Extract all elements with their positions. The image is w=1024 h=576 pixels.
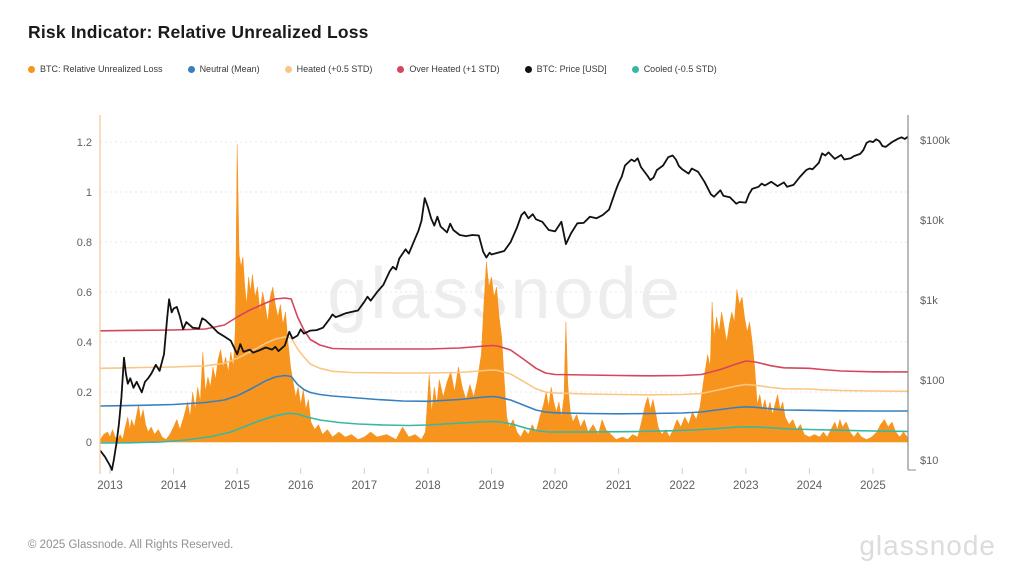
x-axis-label: 2014 [161, 480, 187, 492]
y-right-axis-label: $1k [920, 295, 938, 307]
legend-item-label: Neutral (Mean) [199, 64, 260, 74]
y-right-axis-label: $10k [920, 215, 944, 227]
x-axis-label: 2013 [97, 480, 123, 492]
legend-item-3[interactable]: Over Heated (+1 STD) [397, 64, 500, 74]
legend-item-4[interactable]: BTC: Price [USD] [524, 64, 607, 74]
legend-dot-icon [631, 65, 639, 73]
legend-dot-icon [524, 65, 532, 73]
legend-dot-icon [28, 65, 35, 73]
series-layer [100, 135, 908, 471]
legend-item-0[interactable]: BTC: Relative Unrealized Loss [28, 64, 163, 74]
legend-item-label: BTC: Relative Unrealized Loss [40, 64, 163, 74]
legend: BTC: Relative Unrealized Loss Neutral (Me… [28, 64, 717, 74]
x-axis-label: 2025 [860, 480, 886, 492]
legend-item-label: BTC: Price [USD] [536, 64, 607, 74]
y-right-axis-label: $10 [920, 455, 938, 467]
legend-item-label: Cooled (-0.5 STD) [643, 64, 717, 74]
legend-dot-icon [397, 65, 405, 73]
x-axis-label: 2018 [415, 480, 441, 492]
x-axis-label: 2023 [733, 480, 759, 492]
y-right-axis-label: $100 [920, 375, 944, 387]
x-axis-label: 2016 [288, 480, 314, 492]
legend-item-5[interactable]: Cooled (-0.5 STD) [631, 64, 717, 74]
legend-item-label: Over Heated (+1 STD) [409, 64, 500, 74]
y-left-axis-label: 1 [86, 187, 92, 199]
legend-dot-icon [187, 65, 195, 73]
y-right-axis-label: $100k [920, 135, 950, 147]
x-axis-label: 2024 [797, 480, 823, 492]
x-axis-label: 2022 [669, 480, 695, 492]
legend-item-2[interactable]: Heated (+0.5 STD) [284, 64, 373, 74]
x-axis-label: 2021 [606, 480, 632, 492]
series-line-btc-price-usd- [100, 135, 908, 471]
legend-item-1[interactable]: Neutral (Mean) [187, 64, 260, 74]
y-left-axis-label: 0.4 [77, 337, 92, 349]
series-line-cooled-0-5-std- [100, 412, 908, 444]
y-left-axis-label: 0.8 [77, 237, 92, 249]
glassnode-logo: glassnode [859, 530, 996, 561]
legend-item-label: Heated (+0.5 STD) [296, 64, 373, 74]
page-title: Risk Indicator: Relative Unrealized Loss [28, 22, 369, 42]
y-left-axis-label: 1.2 [77, 137, 92, 149]
x-axis-label: 2020 [542, 480, 568, 492]
series-line-heated-0-5-std- [100, 336, 908, 396]
y-left-axis-label: 0.6 [77, 287, 92, 299]
copyright-text: © 2025 Glassnode. All Rights Reserved. [28, 539, 234, 551]
x-axis-label: 2019 [479, 480, 505, 492]
series-line-neutral-mean- [100, 374, 908, 415]
watermark: glassnode [327, 254, 682, 334]
series-line-over-heated-1-std- [100, 297, 908, 377]
y-left-axis-label: 0.2 [77, 387, 92, 399]
x-axis-label: 2015 [224, 480, 250, 492]
y-left-axis-label: 0 [86, 437, 92, 449]
x-axis-label: 2017 [352, 480, 378, 492]
legend-dot-icon [284, 65, 292, 73]
